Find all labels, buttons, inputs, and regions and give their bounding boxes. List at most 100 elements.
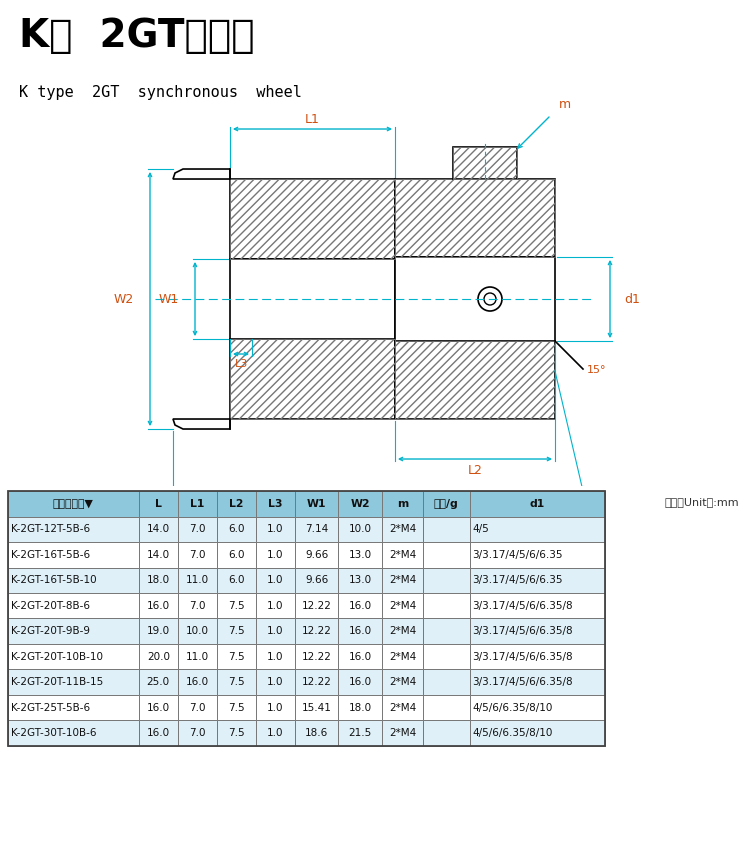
Bar: [256, 542, 295, 568]
Bar: [8, 593, 139, 619]
Bar: [139, 695, 178, 721]
Bar: [382, 721, 423, 746]
Text: 2*M4: 2*M4: [388, 626, 416, 637]
Bar: [178, 542, 217, 568]
Bar: [8, 619, 139, 644]
Text: 3/3.17/4/5/6/6.35/8: 3/3.17/4/5/6/6.35/8: [472, 652, 573, 662]
Bar: [338, 568, 382, 593]
Bar: [217, 644, 256, 669]
Bar: [178, 644, 217, 669]
Bar: [382, 669, 423, 695]
Text: m: m: [559, 98, 572, 111]
Text: 7.0: 7.0: [189, 702, 206, 712]
Text: 15.41: 15.41: [302, 702, 332, 712]
Text: 6.0: 6.0: [228, 550, 244, 560]
Bar: [178, 619, 217, 644]
Text: 1.0: 1.0: [267, 652, 284, 662]
Text: 14.0: 14.0: [147, 525, 170, 535]
Text: 2*M4: 2*M4: [388, 601, 416, 610]
Text: 1.0: 1.0: [267, 575, 284, 585]
Bar: [423, 491, 470, 517]
Bar: [295, 593, 338, 619]
Bar: [8, 721, 139, 746]
Bar: [382, 517, 423, 542]
Bar: [382, 695, 423, 721]
Bar: [295, 517, 338, 542]
Text: 16.0: 16.0: [349, 601, 371, 610]
Text: 16.0: 16.0: [349, 652, 371, 662]
Bar: [453, 147, 517, 179]
Text: 16.0: 16.0: [147, 728, 170, 738]
Bar: [338, 695, 382, 721]
Bar: [178, 491, 217, 517]
Bar: [295, 619, 338, 644]
Text: L: L: [374, 494, 382, 508]
Text: 3/3.17/4/5/6/6.35/8: 3/3.17/4/5/6/6.35/8: [472, 601, 573, 610]
Text: K-2GT-12T-5B-6: K-2GT-12T-5B-6: [10, 525, 90, 535]
Text: 1.0: 1.0: [267, 677, 284, 687]
Bar: [230, 259, 395, 339]
Text: 13.0: 13.0: [349, 575, 371, 585]
Bar: [139, 542, 178, 568]
Bar: [230, 339, 395, 419]
Bar: [256, 619, 295, 644]
Bar: [338, 542, 382, 568]
Bar: [8, 568, 139, 593]
Text: 重量/g: 重量/g: [433, 499, 459, 509]
Bar: [139, 568, 178, 593]
Bar: [139, 644, 178, 669]
Bar: [178, 568, 217, 593]
Bar: [338, 669, 382, 695]
Bar: [423, 619, 470, 644]
Bar: [395, 257, 555, 341]
Bar: [178, 721, 217, 746]
Bar: [295, 669, 338, 695]
Text: 7.0: 7.0: [189, 728, 206, 738]
Bar: [395, 179, 555, 257]
Bar: [217, 568, 256, 593]
Text: d1: d1: [624, 292, 640, 306]
Text: L3: L3: [268, 499, 283, 509]
Text: K type  2GT  synchronous  wheel: K type 2GT synchronous wheel: [19, 85, 302, 100]
Text: 12.22: 12.22: [302, 601, 332, 610]
Text: 3/3.17/4/5/6/6.35: 3/3.17/4/5/6/6.35: [472, 575, 563, 585]
Text: K-2GT-25T-5B-6: K-2GT-25T-5B-6: [10, 702, 90, 712]
Bar: [295, 542, 338, 568]
Text: L2: L2: [229, 499, 244, 509]
Bar: [256, 721, 295, 746]
Text: 9.66: 9.66: [304, 575, 328, 585]
Bar: [423, 644, 470, 669]
Bar: [295, 568, 338, 593]
Text: 11.0: 11.0: [186, 575, 209, 585]
Text: 11.0: 11.0: [186, 652, 209, 662]
Text: 7.5: 7.5: [228, 626, 244, 637]
Text: 1.0: 1.0: [267, 728, 284, 738]
Bar: [453, 147, 517, 179]
Bar: [395, 341, 555, 419]
Text: L2: L2: [467, 463, 482, 477]
Bar: [178, 669, 217, 695]
Text: 20.0: 20.0: [147, 652, 170, 662]
Text: 1.0: 1.0: [267, 702, 284, 712]
Text: 6.0: 6.0: [228, 525, 244, 535]
Text: 7.5: 7.5: [228, 728, 244, 738]
Bar: [423, 721, 470, 746]
Bar: [423, 695, 470, 721]
Text: 3/3.17/4/5/6/6.35: 3/3.17/4/5/6/6.35: [472, 550, 563, 560]
Text: 10.0: 10.0: [186, 626, 209, 637]
Bar: [338, 517, 382, 542]
Bar: [470, 517, 604, 542]
Bar: [8, 669, 139, 695]
Text: 2*M4: 2*M4: [388, 525, 416, 535]
Bar: [139, 593, 178, 619]
Bar: [423, 669, 470, 695]
Text: K-2GT-30T-10B-6: K-2GT-30T-10B-6: [10, 728, 96, 738]
Bar: [217, 721, 256, 746]
Text: 9.66: 9.66: [304, 550, 328, 560]
Text: 14.0: 14.0: [147, 550, 170, 560]
Bar: [338, 644, 382, 669]
Text: K-2GT-20T-10B-10: K-2GT-20T-10B-10: [10, 652, 103, 662]
Bar: [178, 517, 217, 542]
Bar: [256, 593, 295, 619]
Text: 18.0: 18.0: [147, 575, 170, 585]
